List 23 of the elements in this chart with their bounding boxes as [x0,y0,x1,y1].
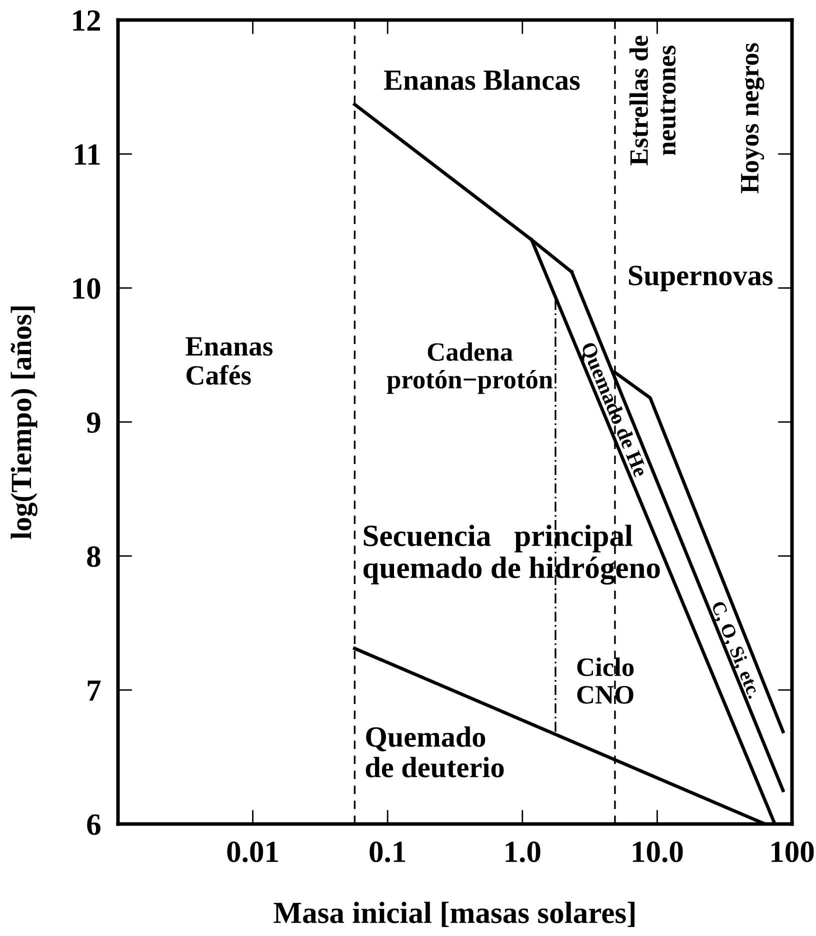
y-tick-label: 9 [86,412,100,433]
x-tick-label: 1.0 [506,842,540,862]
annotation: Hoyos negros [741,43,764,194]
x-tick-label: 100 [772,842,814,862]
y-tick-label: 10 [73,278,100,299]
y-tick-label: 12 [73,10,100,31]
annotation: C, O, Si, etc. [708,600,762,700]
annotation: Quemado de deuterio [366,726,504,778]
y-axis-title: log(Tiempo) [años] [10,306,38,540]
x-tick-label: 0.1 [370,842,406,862]
x-tick-label: 0.01 [227,842,278,862]
y-tick-label: 7 [88,680,101,701]
annotation: Enanas Blancas [384,69,580,90]
annotation: Supernovas [628,266,773,292]
annotation: Enanas Cafés [186,337,273,385]
annotation: Cadena protón−protón [386,342,553,394]
y-tick-label: 8 [87,546,100,567]
y-tick-label: 11 [74,144,100,165]
x-tick-label: 10.0 [632,842,683,862]
x-axis-title: Masa inicial [masas solares] [274,902,635,927]
annotation: Ciclo CNO [577,658,634,704]
annotation: Estrellas de neutrones [629,36,676,166]
y-tick-label: 6 [87,814,100,835]
